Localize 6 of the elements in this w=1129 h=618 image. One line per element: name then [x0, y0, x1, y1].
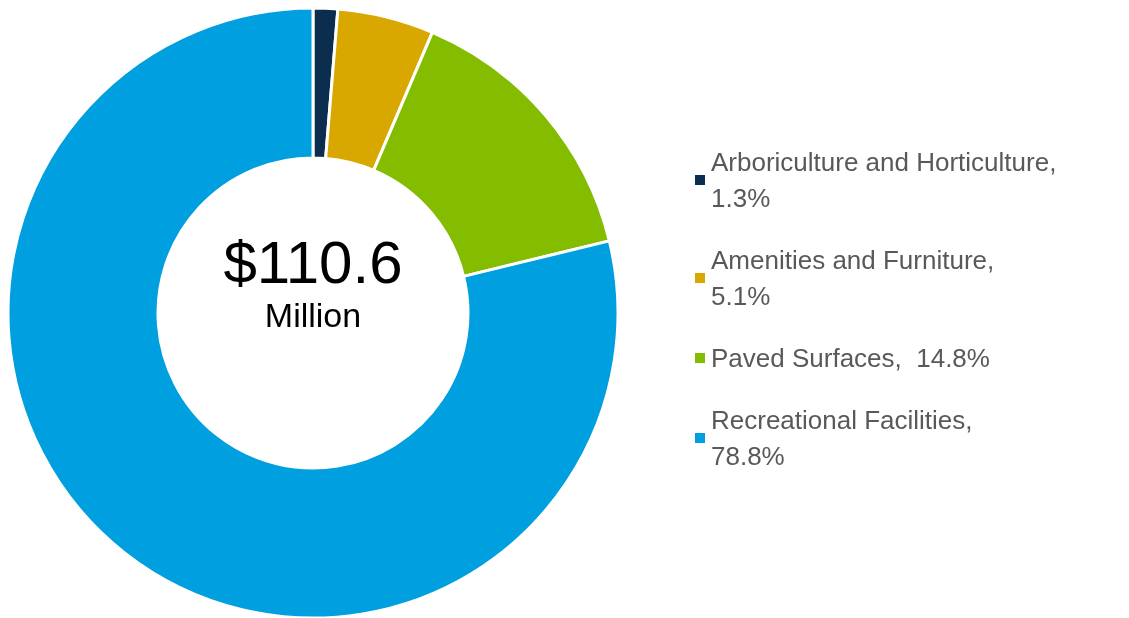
text: $110.6	[223, 228, 403, 296]
legend-label: Recreational Facilities, 78.8%	[711, 405, 973, 471]
text: Million	[264, 296, 362, 334]
legend-label: Arboriculture and Horticulture, 1.3%	[711, 147, 1057, 213]
legend-label: Amenities and Furniture, 5.1%	[711, 245, 995, 311]
legend-label: Paved Surfaces, 14.8%	[711, 343, 990, 373]
